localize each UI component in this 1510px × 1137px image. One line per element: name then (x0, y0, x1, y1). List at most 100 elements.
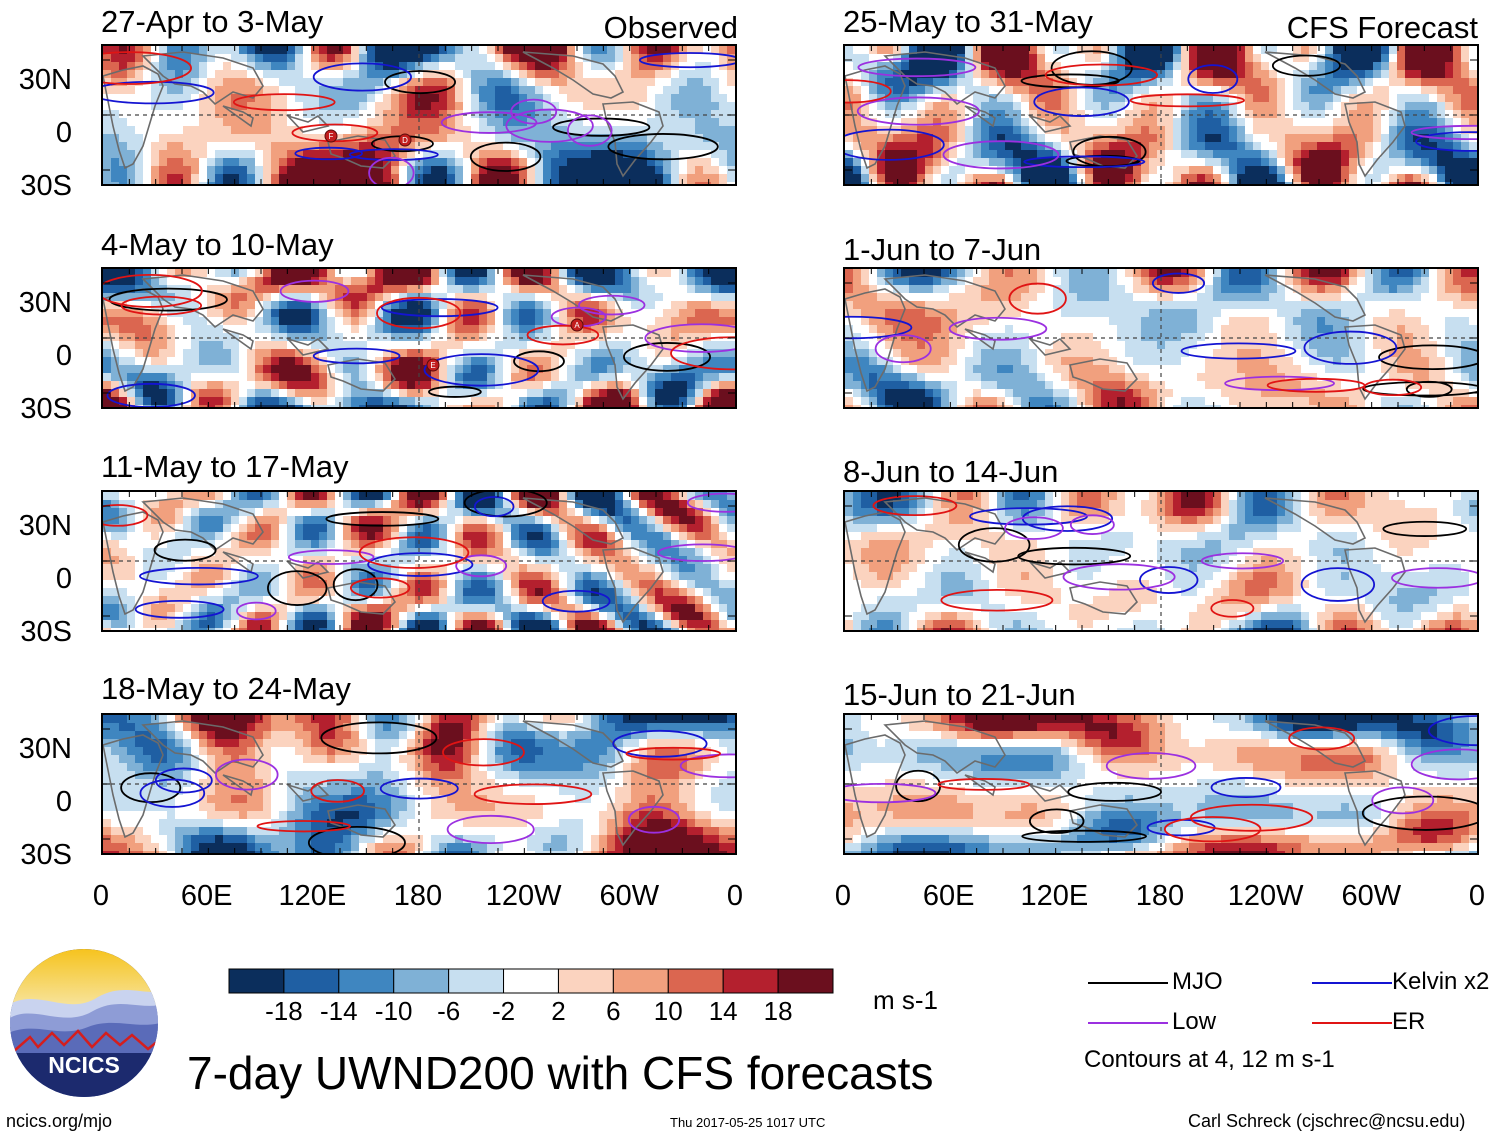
wind-anomaly-cell (175, 819, 183, 827)
wind-anomaly-cell (471, 94, 479, 102)
wind-anomaly-cell (711, 572, 719, 580)
wind-anomaly-cell (687, 779, 695, 787)
wind-anomaly-cell (119, 357, 127, 365)
wind-anomaly-cell (303, 843, 311, 851)
wind-anomaly-cell (487, 46, 495, 54)
wind-anomaly-cell (511, 317, 519, 325)
wind-anomaly-cell (215, 747, 223, 755)
wind-anomaly-cell (159, 500, 167, 508)
wind-anomaly-cell (111, 54, 119, 62)
wind-anomaly-cell (463, 604, 471, 612)
wind-anomaly-cell (111, 556, 119, 564)
wind-anomaly-cell (703, 524, 711, 532)
wind-anomaly-cell (479, 508, 487, 516)
wind-anomaly-cell (663, 612, 671, 620)
wind-anomaly-cell (135, 835, 143, 843)
wind-anomaly-cell (135, 763, 143, 771)
wind-anomaly-cell (631, 174, 639, 182)
wind-anomaly-cell (383, 739, 391, 747)
wind-anomaly-cell (583, 779, 591, 787)
wind-anomaly-cell (351, 803, 359, 811)
wind-anomaly-cell (311, 317, 319, 325)
wind-anomaly-cell (551, 150, 559, 158)
wind-anomaly-cell (175, 827, 183, 835)
wind-anomaly-cell (327, 620, 335, 628)
wind-anomaly-cell (631, 795, 639, 803)
wind-anomaly-cell (391, 405, 399, 407)
wind-anomaly-cell (527, 70, 535, 78)
wind-anomaly-cell (119, 572, 127, 580)
wind-anomaly-cell (431, 803, 439, 811)
wind-anomaly-cell (175, 62, 183, 70)
wind-anomaly-cell (623, 811, 631, 819)
wind-anomaly-cell (375, 397, 383, 405)
wind-anomaly-cell (263, 532, 271, 540)
contour-kelvin-x2 (134, 599, 225, 619)
wind-anomaly-cell (199, 70, 207, 78)
wind-anomaly-cell (111, 381, 119, 389)
wind-anomaly-cell (399, 62, 407, 70)
wind-anomaly-cell (375, 150, 383, 158)
wind-anomaly-cell (631, 62, 639, 70)
lat-label-30s: 30S (20, 393, 72, 425)
wind-anomaly-cell (215, 811, 223, 819)
wind-anomaly-cell (111, 62, 119, 70)
wind-anomaly-cell (695, 516, 703, 524)
wind-anomaly-cell (703, 835, 711, 843)
wind-anomaly-cell (511, 182, 519, 184)
wind-anomaly-cell (391, 134, 399, 142)
wind-anomaly-cell (335, 54, 343, 62)
wind-anomaly-cell (423, 747, 431, 755)
wind-anomaly-cell (383, 389, 391, 397)
wind-anomaly-cell (551, 46, 559, 54)
wind-anomaly-cell (359, 102, 367, 110)
wind-anomaly-cell (319, 723, 327, 731)
wind-anomaly-cell (119, 118, 127, 126)
wind-anomaly-cell (615, 94, 623, 102)
wind-anomaly-cell (727, 580, 735, 588)
wind-anomaly-cell (215, 803, 223, 811)
wind-anomaly-cell (295, 293, 303, 301)
wind-anomaly-cell (487, 301, 495, 309)
wind-anomaly-cell (359, 620, 367, 628)
wind-anomaly-cell (119, 588, 127, 596)
wind-anomaly-cell (359, 739, 367, 747)
wind-anomaly-cell (359, 763, 367, 771)
wind-anomaly-cell (287, 803, 295, 811)
wind-anomaly-cell (247, 293, 255, 301)
wind-anomaly-cell (695, 612, 703, 620)
wind-anomaly-cell (103, 620, 111, 628)
wind-anomaly-cell (303, 381, 311, 389)
wind-anomaly-cell (295, 357, 303, 365)
wind-anomaly-cell (407, 755, 415, 763)
wind-anomaly-cell (271, 150, 279, 158)
wind-anomaly-cell (279, 373, 287, 381)
wind-anomaly-cell (703, 747, 711, 755)
wind-anomaly-cell (183, 779, 191, 787)
wind-anomaly-cell (319, 317, 327, 325)
wind-anomaly-cell (343, 588, 351, 596)
wind-anomaly-cell (663, 588, 671, 596)
wind-anomaly-cell (727, 747, 735, 755)
wind-anomaly-cell (655, 46, 663, 54)
wind-anomaly-cell (135, 134, 143, 142)
wind-anomaly-cell (399, 795, 407, 803)
wind-anomaly-cell (487, 365, 495, 373)
wind-anomaly-cell (175, 381, 183, 389)
wind-anomaly-cell (319, 62, 327, 70)
wind-anomaly-cell (495, 811, 503, 819)
wind-anomaly-cell (383, 349, 391, 357)
wind-anomaly-cell (111, 604, 119, 612)
wind-anomaly-cell (695, 357, 703, 365)
wind-anomaly-cell (479, 365, 487, 373)
wind-anomaly-cell (455, 158, 463, 166)
wind-anomaly-cell (599, 134, 607, 142)
wind-anomaly-cell (671, 843, 679, 851)
wind-anomaly-cell (271, 134, 279, 142)
wind-anomaly-cell (335, 795, 343, 803)
wind-anomaly-cell (615, 293, 623, 301)
wind-anomaly-cell (431, 787, 439, 795)
wind-anomaly-cell (631, 102, 639, 110)
wind-anomaly-cell (695, 142, 703, 150)
wind-anomaly-cell (375, 78, 383, 86)
